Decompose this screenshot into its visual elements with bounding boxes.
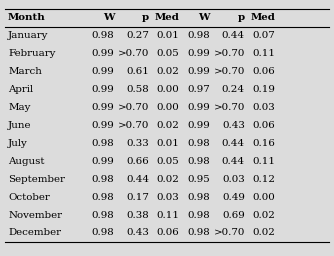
Text: >0.70: >0.70	[118, 121, 149, 130]
Text: >0.70: >0.70	[118, 103, 149, 112]
Text: 0.99: 0.99	[92, 85, 114, 94]
Text: 0.24: 0.24	[222, 85, 245, 94]
Text: Med: Med	[155, 14, 180, 23]
Text: 0.07: 0.07	[253, 31, 275, 40]
Text: 0.58: 0.58	[126, 85, 149, 94]
Text: 0.49: 0.49	[222, 193, 245, 202]
Text: 0.98: 0.98	[187, 211, 210, 220]
Text: 0.98: 0.98	[92, 139, 114, 148]
Text: 0.27: 0.27	[126, 31, 149, 40]
Text: 0.66: 0.66	[126, 157, 149, 166]
Text: Month: Month	[8, 14, 46, 23]
Text: July: July	[8, 139, 28, 148]
Text: 0.01: 0.01	[157, 139, 180, 148]
Text: 0.00: 0.00	[157, 85, 180, 94]
Text: 0.03: 0.03	[222, 175, 245, 184]
Text: W: W	[103, 14, 114, 23]
Text: May: May	[8, 103, 30, 112]
Text: 0.11: 0.11	[252, 49, 275, 58]
Text: >0.70: >0.70	[213, 67, 245, 76]
Text: 0.99: 0.99	[92, 103, 114, 112]
Text: 0.00: 0.00	[253, 193, 275, 202]
Text: 0.98: 0.98	[92, 229, 114, 238]
Text: 0.98: 0.98	[187, 193, 210, 202]
Text: 0.12: 0.12	[252, 175, 275, 184]
Text: 0.98: 0.98	[92, 211, 114, 220]
Text: 0.02: 0.02	[157, 67, 180, 76]
Text: 0.44: 0.44	[126, 175, 149, 184]
Text: >0.70: >0.70	[213, 229, 245, 238]
Text: 0.06: 0.06	[157, 229, 180, 238]
Text: 0.99: 0.99	[187, 121, 210, 130]
Text: W: W	[198, 14, 210, 23]
Text: 0.11: 0.11	[157, 211, 180, 220]
Text: 0.03: 0.03	[253, 103, 275, 112]
Text: 0.33: 0.33	[126, 139, 149, 148]
Text: 0.69: 0.69	[222, 211, 245, 220]
Text: 0.99: 0.99	[92, 49, 114, 58]
Text: 0.01: 0.01	[157, 31, 180, 40]
Text: December: December	[8, 229, 61, 238]
Text: October: October	[8, 193, 50, 202]
Text: 0.98: 0.98	[187, 31, 210, 40]
Text: 0.16: 0.16	[253, 139, 275, 148]
Text: 0.06: 0.06	[253, 67, 275, 76]
Text: June: June	[8, 121, 31, 130]
Text: January: January	[8, 31, 48, 40]
Text: April: April	[8, 85, 33, 94]
Text: 0.99: 0.99	[187, 103, 210, 112]
Text: 0.99: 0.99	[187, 67, 210, 76]
Text: >0.70: >0.70	[118, 49, 149, 58]
Text: 0.17: 0.17	[126, 193, 149, 202]
Text: 0.98: 0.98	[92, 175, 114, 184]
Text: 0.61: 0.61	[126, 67, 149, 76]
Text: 0.43: 0.43	[222, 121, 245, 130]
Text: 0.98: 0.98	[187, 229, 210, 238]
Text: 0.03: 0.03	[157, 193, 180, 202]
Text: November: November	[8, 211, 62, 220]
Text: >0.70: >0.70	[213, 103, 245, 112]
Text: 0.11: 0.11	[252, 157, 275, 166]
Text: 0.02: 0.02	[253, 229, 275, 238]
Text: 0.95: 0.95	[187, 175, 210, 184]
Text: 0.02: 0.02	[157, 175, 180, 184]
Text: 0.05: 0.05	[157, 49, 180, 58]
Text: 0.99: 0.99	[187, 49, 210, 58]
Text: 0.06: 0.06	[253, 121, 275, 130]
Text: 0.38: 0.38	[126, 211, 149, 220]
Text: p: p	[238, 14, 245, 23]
Text: 0.99: 0.99	[92, 157, 114, 166]
Text: 0.44: 0.44	[222, 31, 245, 40]
Text: 0.98: 0.98	[92, 31, 114, 40]
Text: 0.98: 0.98	[187, 139, 210, 148]
Text: >0.70: >0.70	[213, 49, 245, 58]
Text: 0.02: 0.02	[253, 211, 275, 220]
Text: 0.98: 0.98	[92, 193, 114, 202]
Text: March: March	[8, 67, 42, 76]
Text: 0.05: 0.05	[157, 157, 180, 166]
Text: September: September	[8, 175, 65, 184]
Text: 0.19: 0.19	[253, 85, 275, 94]
Text: p: p	[142, 14, 149, 23]
Text: Med: Med	[250, 14, 275, 23]
Text: February: February	[8, 49, 55, 58]
Text: 0.44: 0.44	[222, 139, 245, 148]
Text: 0.43: 0.43	[126, 229, 149, 238]
Text: 0.99: 0.99	[92, 67, 114, 76]
Text: 0.97: 0.97	[187, 85, 210, 94]
Text: 0.02: 0.02	[157, 121, 180, 130]
Text: 0.99: 0.99	[92, 121, 114, 130]
Text: August: August	[8, 157, 44, 166]
Text: 0.00: 0.00	[157, 103, 180, 112]
Text: 0.98: 0.98	[187, 157, 210, 166]
Text: 0.44: 0.44	[222, 157, 245, 166]
